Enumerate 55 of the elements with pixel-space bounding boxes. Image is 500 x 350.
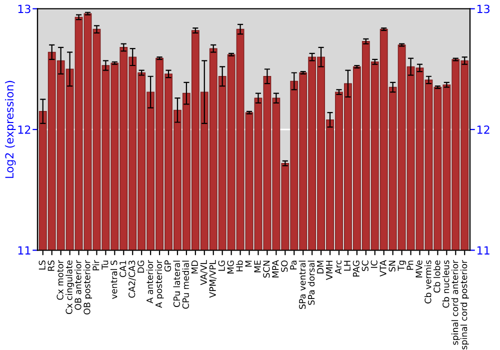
x-tick-label: SPa dorsal	[308, 260, 315, 305]
x-tick-label: GP	[164, 260, 172, 272]
x-tick-label: Pa	[290, 260, 297, 270]
x-tick-label: CA2/CA3	[128, 260, 136, 298]
x-tick-label: spinal cord posterior	[460, 260, 469, 350]
x-tick-label: ventral S	[110, 260, 118, 299]
x-tick-label: Cb lobe	[433, 260, 440, 293]
x-tick-label: MPA	[272, 260, 279, 278]
x-tick-label: Arc	[335, 260, 342, 274]
x-tick-label: IC	[370, 260, 378, 268]
x-tick-label: A anterior	[146, 260, 154, 304]
x-tick-label: VPM/VPL	[209, 260, 217, 298]
x-tick-label: MVe	[416, 260, 422, 278]
x-tick-label: DG	[138, 260, 144, 273]
x-tick-label: CA1	[120, 260, 126, 278]
x-tick-label: A posterior	[155, 260, 164, 308]
y2-tick-label: 12	[477, 125, 490, 134]
x-tick-label: LS	[38, 260, 46, 270]
x-tick-label: VA/VL	[200, 260, 208, 286]
y-tick-label: 13	[18, 4, 30, 14]
x-tick-label: VMH	[326, 260, 332, 280]
x-tick-label: Pn	[406, 260, 414, 270]
x-tick-label: LG	[218, 260, 225, 271]
y-tick-label: 12	[18, 125, 30, 134]
x-tick-label: Pir	[92, 260, 100, 270]
x-tick-label: Tu	[102, 260, 108, 270]
x-tick-label: Tg	[398, 260, 406, 271]
x-tick-label: Cb nucleus	[442, 260, 450, 308]
y2-tick-label: 13	[477, 4, 490, 14]
y-tick-label: 11	[18, 246, 30, 254]
x-tick-label: DM	[317, 260, 324, 274]
x-tick-label: VTA	[380, 260, 386, 277]
x-tick-label: CPu lateral	[173, 260, 180, 308]
x-tick-label: CPu medial	[182, 260, 189, 309]
x-tick-label: Cx cingulate	[66, 260, 74, 314]
x-tick-label: Hb	[236, 260, 243, 272]
x-tick-label: SO	[281, 260, 288, 272]
x-tick-label: SPa ventral	[298, 260, 306, 309]
x-tick-label: SCN	[263, 260, 270, 278]
y2-tick-label: 11	[477, 246, 490, 254]
x-tick-label: MD	[191, 260, 198, 274]
x-tick-label: PAG	[352, 260, 360, 276]
x-tick-label: Cx motor	[56, 260, 64, 300]
x-tick-label: MG	[227, 260, 234, 274]
y-axis-title: Log2 (expression)	[4, 80, 16, 178]
x-tick-label: RS	[48, 260, 54, 271]
x-tick-label: SN	[388, 260, 396, 272]
x-tick-label: Cb vermis	[424, 260, 432, 304]
x-tick-label: OB anterior	[74, 260, 82, 310]
x-tick-label: M	[245, 260, 252, 267]
x-tick-label: SC	[362, 260, 368, 272]
x-tick-label: ME	[254, 260, 261, 272]
x-tick-label: OB posterior	[84, 260, 92, 314]
x-tick-label: spinal cord anterior	[451, 260, 460, 345]
x-tick-label: LH	[344, 260, 350, 271]
